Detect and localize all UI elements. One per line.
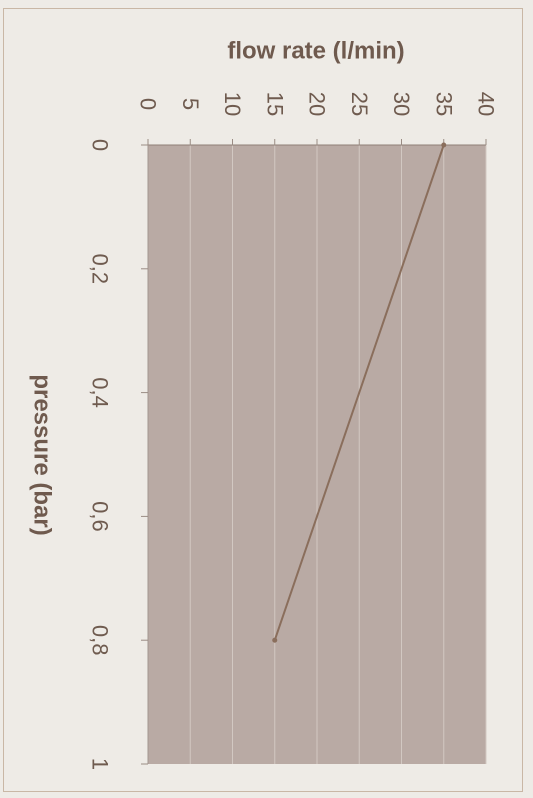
data-point-0-0 bbox=[441, 142, 447, 148]
flow-tick-label-40: 40 bbox=[474, 92, 499, 116]
flow-tick-label-5: 5 bbox=[178, 98, 203, 110]
flow-rate-axis-title: flow rate (l/min) bbox=[227, 38, 404, 65]
chart-frame bbox=[3, 8, 523, 792]
flow-tick-label-35: 35 bbox=[431, 92, 456, 116]
series-line-0 bbox=[273, 144, 445, 641]
flow-tick-label-25: 25 bbox=[347, 92, 372, 116]
pressure-tick-label-0,6: 0,6 bbox=[88, 501, 113, 532]
flow-tick-label-15: 15 bbox=[262, 92, 287, 116]
pressure-tick-label-0,2: 0,2 bbox=[88, 254, 113, 285]
flow-tick-label-20: 20 bbox=[305, 92, 330, 116]
pressure-tick-label-0,8: 0,8 bbox=[88, 625, 113, 656]
flow-tick-label-10: 10 bbox=[220, 92, 245, 116]
pressure-tick-label-0,4: 0,4 bbox=[88, 377, 113, 408]
flow-tick-label-30: 30 bbox=[389, 92, 414, 116]
flow-tick-label-0: 0 bbox=[136, 98, 161, 110]
pressure-tick-label-0: 0 bbox=[88, 139, 113, 151]
data-point-0-1 bbox=[272, 637, 278, 643]
pressure-tick-label-1: 1 bbox=[88, 758, 113, 770]
pressure-axis-title: pressure (bar) bbox=[29, 374, 56, 535]
